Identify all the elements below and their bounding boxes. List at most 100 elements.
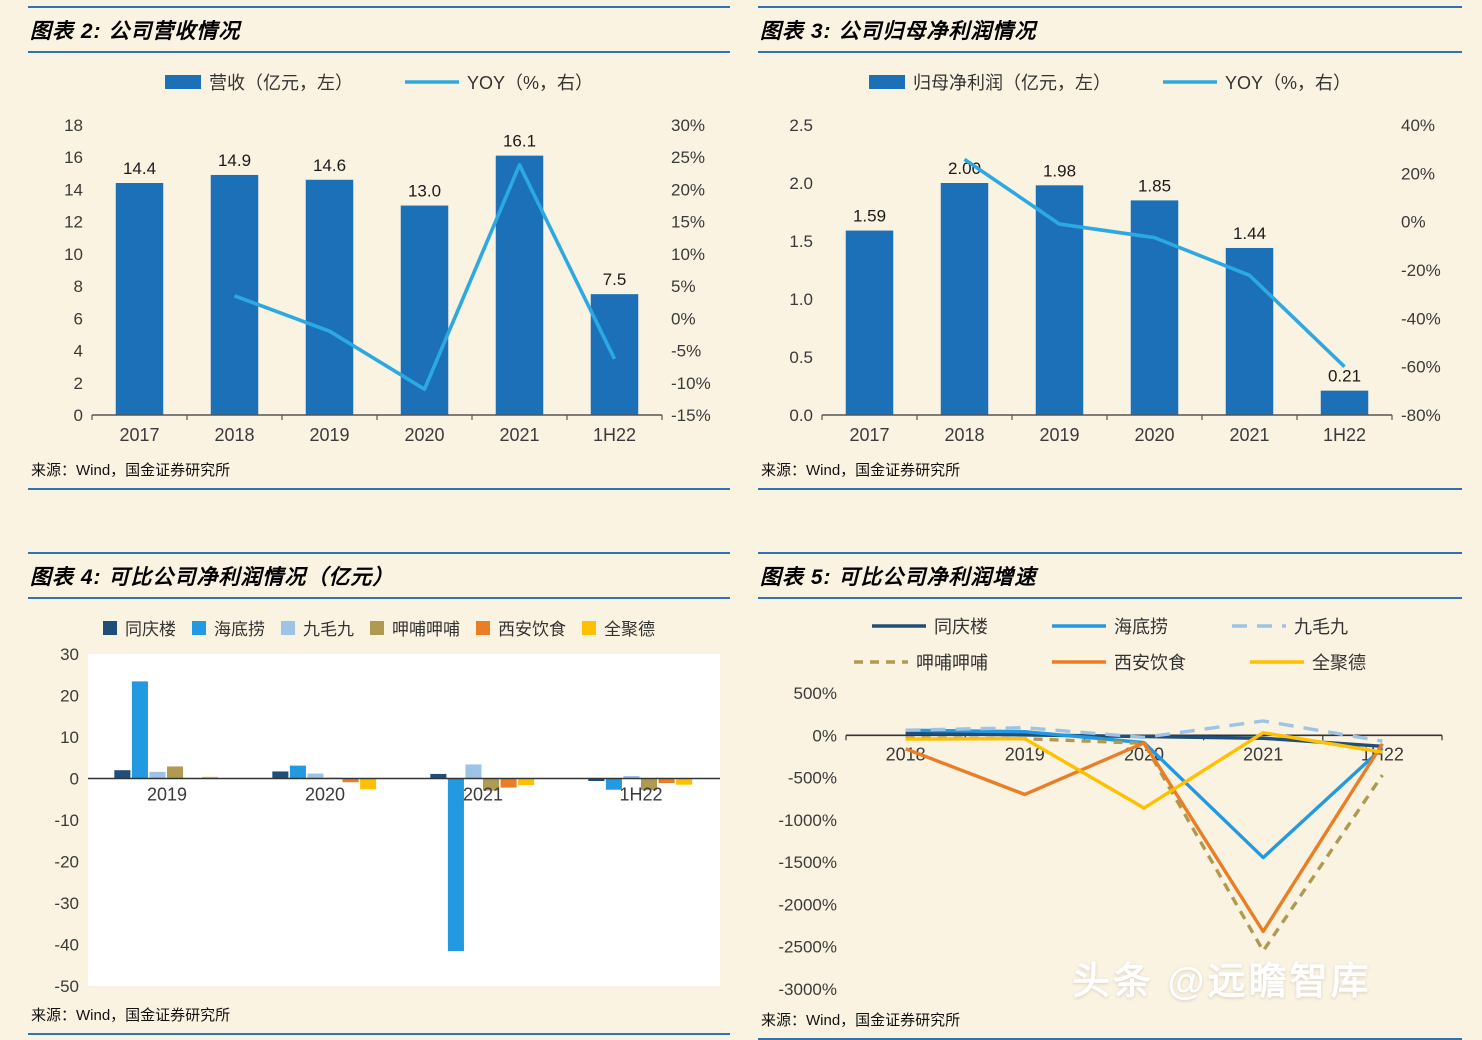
legend-item: 西安饮食 <box>1052 649 1186 675</box>
legend-label: YOY（%，右） <box>466 73 594 93</box>
legend-line-swatch <box>854 660 908 664</box>
legend-bar-swatch <box>164 75 201 89</box>
legend-label: 同庆楼 <box>934 617 988 637</box>
svg-text:1.59: 1.59 <box>853 207 886 226</box>
svg-text:14.4: 14.4 <box>123 159 156 178</box>
legend-label: 九毛九 <box>1294 617 1348 637</box>
series-九毛九 <box>149 764 640 779</box>
legend-label: 营收（亿元，左） <box>208 73 353 93</box>
svg-text:2.5: 2.5 <box>789 116 813 135</box>
peer-growth-line-chart: 500% 0% -500% -1000% -1500% -2000% -2500% -3000… <box>778 684 1443 999</box>
svg-text:2020: 2020 <box>305 785 345 805</box>
source-note: 来源：Wind，国金证券研究所 <box>761 1012 961 1029</box>
peer-net-profit-bar-chart: -50 -40 -30 -20 -10 0 10 20 30 2019 2020 2021 1H22 <box>54 645 720 994</box>
line-西安饮食 <box>904 741 1384 934</box>
figure-title: 图表 3: 公司归母净利润情况 <box>760 20 1037 43</box>
legend-item: 同庆楼 <box>103 615 176 640</box>
legend-square-swatch <box>476 620 490 635</box>
title-rule-top <box>758 552 1462 554</box>
legend-item: 呷哺呷哺 <box>854 649 988 675</box>
svg-text:2021: 2021 <box>499 425 539 445</box>
svg-text:-10%: -10% <box>671 374 711 393</box>
svg-text:30: 30 <box>60 645 79 664</box>
figure-title: 图表 4: 可比公司净利润情况（亿元） <box>30 566 395 589</box>
line-全聚德 <box>905 731 1383 810</box>
bars: 1.592.00 1.981.851.440.21 <box>845 159 1369 415</box>
figure-title: 图表 5: 可比公司净利润增速 <box>760 566 1037 589</box>
svg-text:-20: -20 <box>54 853 79 872</box>
net-profit-bar-line-chart: 0.0 0.5 1.0 1.5 2.0 2.5 -80% -60% -40% -20% 0% 20% 4… <box>789 116 1440 445</box>
legend-label: 同庆楼 <box>125 620 176 639</box>
svg-text:1.98: 1.98 <box>1043 161 1076 180</box>
svg-text:10: 10 <box>64 245 83 264</box>
title-rule-top <box>28 6 730 8</box>
svg-text:500%: 500% <box>794 684 837 703</box>
legend-line-swatch <box>1162 80 1217 84</box>
svg-text:2019: 2019 <box>147 785 187 805</box>
legend-label: 全聚德 <box>604 620 655 639</box>
legend-label: 海底捞 <box>1114 617 1168 637</box>
legend: 同庆楼 海底捞 九毛九呷哺呷哺 西安饮食 全聚德 <box>758 613 1462 675</box>
legend-item: YOY（%，右） <box>1162 69 1351 95</box>
title-rule-bottom <box>758 597 1462 599</box>
svg-text:6: 6 <box>74 309 83 328</box>
figure-net-profit: 图表 3: 公司归母净利润情况 归母净利润（亿元，左） YOY（%，右） 0.0 0… <box>758 6 1462 490</box>
legend-item: 同庆楼 <box>872 613 988 639</box>
legend-row: 同庆楼 海底捞 九毛九 <box>758 613 1462 639</box>
svg-text:0%: 0% <box>812 726 837 745</box>
figure-peer-net-profit: 图表 4: 可比公司净利润情况（亿元） 同庆楼 海底捞 九毛九 呷哺呷哺 西安饮食 全聚德… <box>28 552 730 1035</box>
source-note: 来源：Wind，国金证券研究所 <box>31 462 231 479</box>
title-rule-bottom <box>28 51 730 53</box>
svg-text:0: 0 <box>74 406 83 425</box>
series-全聚德 <box>202 776 693 790</box>
svg-text:4: 4 <box>74 342 83 361</box>
source-note: 来源：Wind，国金证券研究所 <box>31 1007 231 1024</box>
figure-title: 图表 2: 公司营收情况 <box>30 20 241 43</box>
legend-label: 呷哺呷哺 <box>916 653 988 673</box>
legend-item: 全聚德 <box>1250 649 1366 675</box>
legend-label: 海底捞 <box>214 620 265 639</box>
svg-text:-30: -30 <box>54 894 79 913</box>
legend-item: 海底捞 <box>1052 613 1168 639</box>
svg-text:20%: 20% <box>1401 164 1435 183</box>
svg-text:2020: 2020 <box>1134 425 1174 445</box>
bars: 14.4 14.9 14.6 13.0 16.1 7.5 <box>115 132 639 415</box>
legend-bar-swatch <box>868 75 905 89</box>
title-rule-top <box>28 552 730 554</box>
axis-labels: -50 -40 -30 -20 -10 0 10 20 30 <box>54 645 79 994</box>
legend-item: 九毛九 <box>281 615 354 640</box>
legend-item: YOY（%，右） <box>404 69 594 95</box>
svg-text:1H22: 1H22 <box>593 425 636 445</box>
svg-text:0%: 0% <box>671 309 696 328</box>
svg-text:-3000%: -3000% <box>778 980 837 999</box>
svg-text:2021: 2021 <box>1243 744 1283 764</box>
svg-text:30%: 30% <box>671 116 705 135</box>
svg-text:10: 10 <box>60 728 79 747</box>
svg-text:2017: 2017 <box>119 425 159 445</box>
svg-text:12: 12 <box>64 213 83 232</box>
legend-item: 西安饮食 <box>476 615 566 640</box>
legend-label: 全聚德 <box>1312 653 1366 673</box>
svg-text:-2000%: -2000% <box>778 895 837 914</box>
yoy-line <box>963 157 1346 368</box>
svg-text:-500%: -500% <box>788 769 837 788</box>
legend-label: 呷哺呷哺 <box>392 620 460 639</box>
svg-text:2019: 2019 <box>1005 744 1045 764</box>
legend-item: 海底捞 <box>192 615 265 640</box>
svg-text:2021: 2021 <box>463 785 503 805</box>
svg-text:2017: 2017 <box>849 425 889 445</box>
svg-text:0: 0 <box>70 770 79 789</box>
svg-text:16: 16 <box>64 148 83 167</box>
svg-text:-15%: -15% <box>671 406 711 425</box>
svg-text:2018: 2018 <box>886 744 926 764</box>
svg-text:25%: 25% <box>671 148 705 167</box>
legend-line-swatch <box>1232 624 1286 628</box>
svg-text:14.9: 14.9 <box>218 151 251 170</box>
figure-rule-bottom <box>28 1033 730 1035</box>
legend-item: 营收（亿元，左） <box>164 69 353 95</box>
series-西安饮食 <box>342 778 675 788</box>
svg-text:18: 18 <box>64 116 83 135</box>
revenue-bar-line-chart: 0 2 4 6 8 10 12 14 16 18 -15% -10% -5% 0% 5% 10% 15% 20% 2… <box>64 116 711 445</box>
svg-text:-10: -10 <box>54 811 79 830</box>
legend-square-swatch <box>582 620 596 635</box>
